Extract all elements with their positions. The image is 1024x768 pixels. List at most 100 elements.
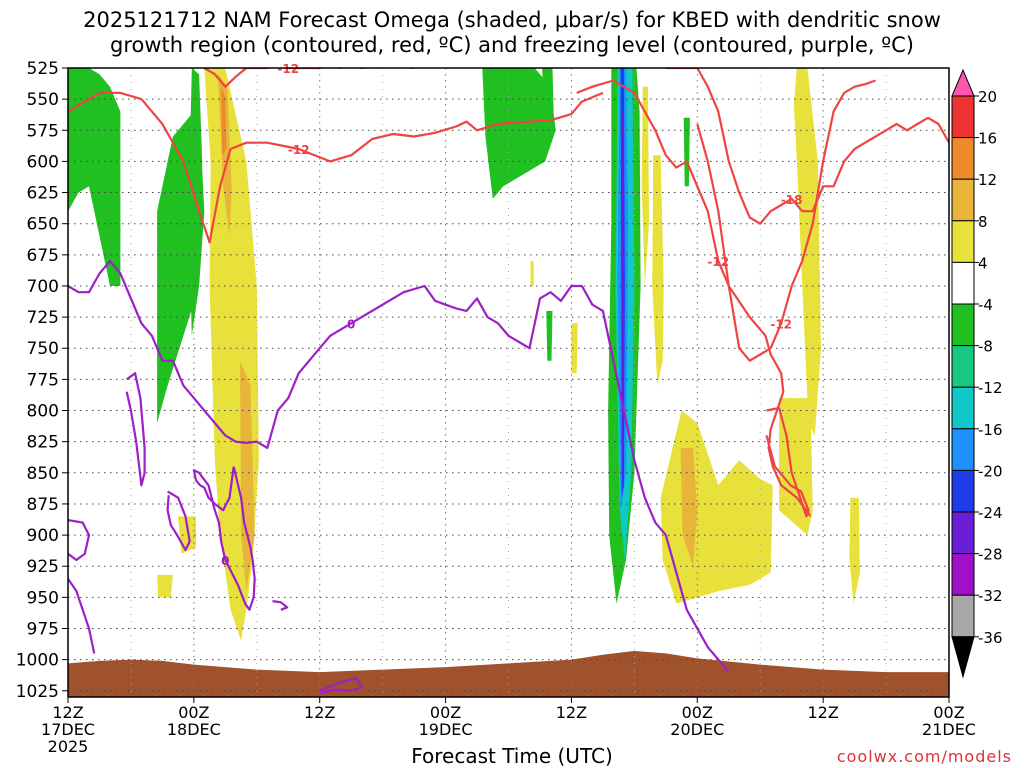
omega-region-6 — [240, 360, 255, 592]
plot-frame — [67, 67, 950, 698]
x-tick-label-24-0: 12Z — [304, 703, 335, 722]
freezing-contour-0 — [68, 260, 730, 673]
colorbar-label-10: -24 — [978, 504, 1003, 522]
colorbar-label-6: -8 — [978, 338, 993, 356]
dgz-contour-3 — [665, 68, 949, 225]
y-tick-label-575: 575 — [27, 121, 59, 141]
y-tick-label-825: 825 — [27, 433, 59, 453]
y-tick-label-950: 950 — [27, 588, 59, 608]
colorbar-label-7: -12 — [978, 379, 1003, 397]
dgz-label-3: -18 — [781, 193, 803, 207]
contour-lines — [68, 68, 949, 695]
dgz-label-4: -12 — [770, 317, 792, 331]
omega-region-12 — [546, 310, 553, 361]
omega-region-9 — [482, 68, 556, 199]
omega-region-11 — [530, 261, 534, 286]
colorbar: 20 16 12 8 4 -4 -8 -12 -16 -20 -24 -28 -32 -36 — [951, 68, 1003, 679]
x-tick-label-0-0: 12Z — [52, 703, 83, 722]
y-tick-label-975: 975 — [27, 619, 59, 639]
colorbar-label-0: 20 — [978, 88, 997, 106]
x-tick-label-60-1: 20DEC — [670, 720, 724, 739]
terrain-surface — [68, 650, 949, 697]
colorbar-bottom-arrow — [951, 636, 975, 679]
colorbar-bin-7 — [951, 345, 975, 388]
y-tick-label-550: 550 — [27, 90, 59, 110]
omega-region-8 — [157, 574, 173, 598]
y-tick-label-875: 875 — [27, 495, 59, 515]
omega-shading — [68, 68, 860, 641]
omega-region-23 — [680, 447, 698, 567]
omega-region-13 — [571, 323, 578, 374]
colorbar-bin-12 — [951, 553, 975, 596]
omega-region-21 — [652, 155, 664, 386]
y-tick-label-525: 525 — [27, 59, 59, 79]
colorbar-bin-3 — [951, 178, 975, 222]
x-tick-label-84-1: 21DEC — [922, 720, 976, 739]
x-tick-label-0-2: 2025 — [48, 737, 89, 756]
dgz-contour-5 — [765, 406, 810, 518]
y-tick-label-700: 700 — [27, 277, 59, 297]
colorbar-label-5: -4 — [978, 296, 993, 314]
colorbar-label-8: -16 — [978, 421, 1003, 439]
freezing-contour-5 — [68, 578, 96, 654]
omega-region-4 — [218, 74, 232, 237]
dgz-contour-4 — [696, 79, 876, 362]
y-tick-label-650: 650 — [27, 215, 59, 235]
dgz-contour-0 — [68, 91, 604, 244]
terrain-layer — [68, 650, 949, 697]
y-tick-label-1000: 1000 — [16, 651, 59, 671]
colorbar-bin-11 — [951, 511, 975, 555]
x-axis-title: Forecast Time (UTC) — [411, 744, 613, 768]
y-tick-label-925: 925 — [27, 557, 59, 577]
y-tick-label-725: 725 — [27, 308, 59, 328]
dgz-label-1: -12 — [277, 62, 299, 76]
colorbar-label-9: -20 — [978, 462, 1003, 480]
omega-region-24 — [793, 68, 821, 436]
freezing-contour-1 — [192, 466, 256, 611]
omega-region-10 — [542, 68, 554, 112]
x-tick-label-48-0: 12Z — [556, 703, 587, 722]
omega-region-20 — [641, 86, 649, 286]
credit-text: coolwx.com/models — [836, 747, 1012, 766]
freezing-contour-2 — [166, 490, 191, 552]
y-tick-label-1025: 1025 — [16, 682, 59, 702]
freezing-label-0: 0 — [347, 317, 355, 331]
colorbar-bin-8 — [951, 386, 975, 430]
omega-region-5 — [221, 86, 227, 156]
colorbar-label-11: -28 — [978, 546, 1003, 564]
y-tick-label-750: 750 — [27, 339, 59, 359]
colorbar-bin-5 — [951, 261, 975, 305]
freezing-label-1: 0 — [221, 554, 229, 568]
omega-region-26 — [849, 497, 860, 604]
contour-labels: -12 -12 -12 -18 -12 0 0 — [221, 62, 803, 568]
colorbar-bin-9 — [951, 428, 975, 471]
freezing-contour-7 — [319, 677, 363, 695]
y-tick-label-625: 625 — [27, 184, 59, 204]
colorbar-top-arrow — [951, 68, 975, 97]
y-tick-label-900: 900 — [27, 526, 59, 546]
x-tick-label-12-0: 00Z — [178, 703, 209, 722]
y-tick-label-800: 800 — [27, 402, 59, 422]
chart-title-line-1: 2025121712 NAM Forecast Omega (shaded, μ… — [83, 8, 941, 32]
x-tick-label-12-1: 18DEC — [167, 720, 221, 739]
x-tick-label-72-0: 12Z — [807, 703, 838, 722]
x-tick-label-60-0: 00Z — [682, 703, 713, 722]
x-tick-label-36-0: 00Z — [430, 703, 461, 722]
x-tick-label-36-1: 19DEC — [419, 720, 473, 739]
y-tick-label-850: 850 — [27, 464, 59, 484]
colorbar-label-4: 4 — [978, 254, 988, 272]
colorbar-bin-4 — [951, 220, 975, 263]
colorbar-label-12: -32 — [978, 587, 1003, 605]
colorbar-bin-2 — [951, 137, 975, 180]
colorbar-bin-6 — [951, 303, 975, 347]
omega-region-19 — [683, 117, 690, 187]
chart-title-line-2: growth region (contoured, red, ºC) and f… — [110, 33, 914, 57]
colorbar-label-3: 8 — [978, 213, 988, 231]
colorbar-label-2: 12 — [978, 171, 997, 189]
colorbar-bin-10 — [951, 469, 975, 513]
colorbar-label-13: -36 — [978, 629, 1003, 647]
colorbar-bin-1 — [951, 95, 975, 139]
